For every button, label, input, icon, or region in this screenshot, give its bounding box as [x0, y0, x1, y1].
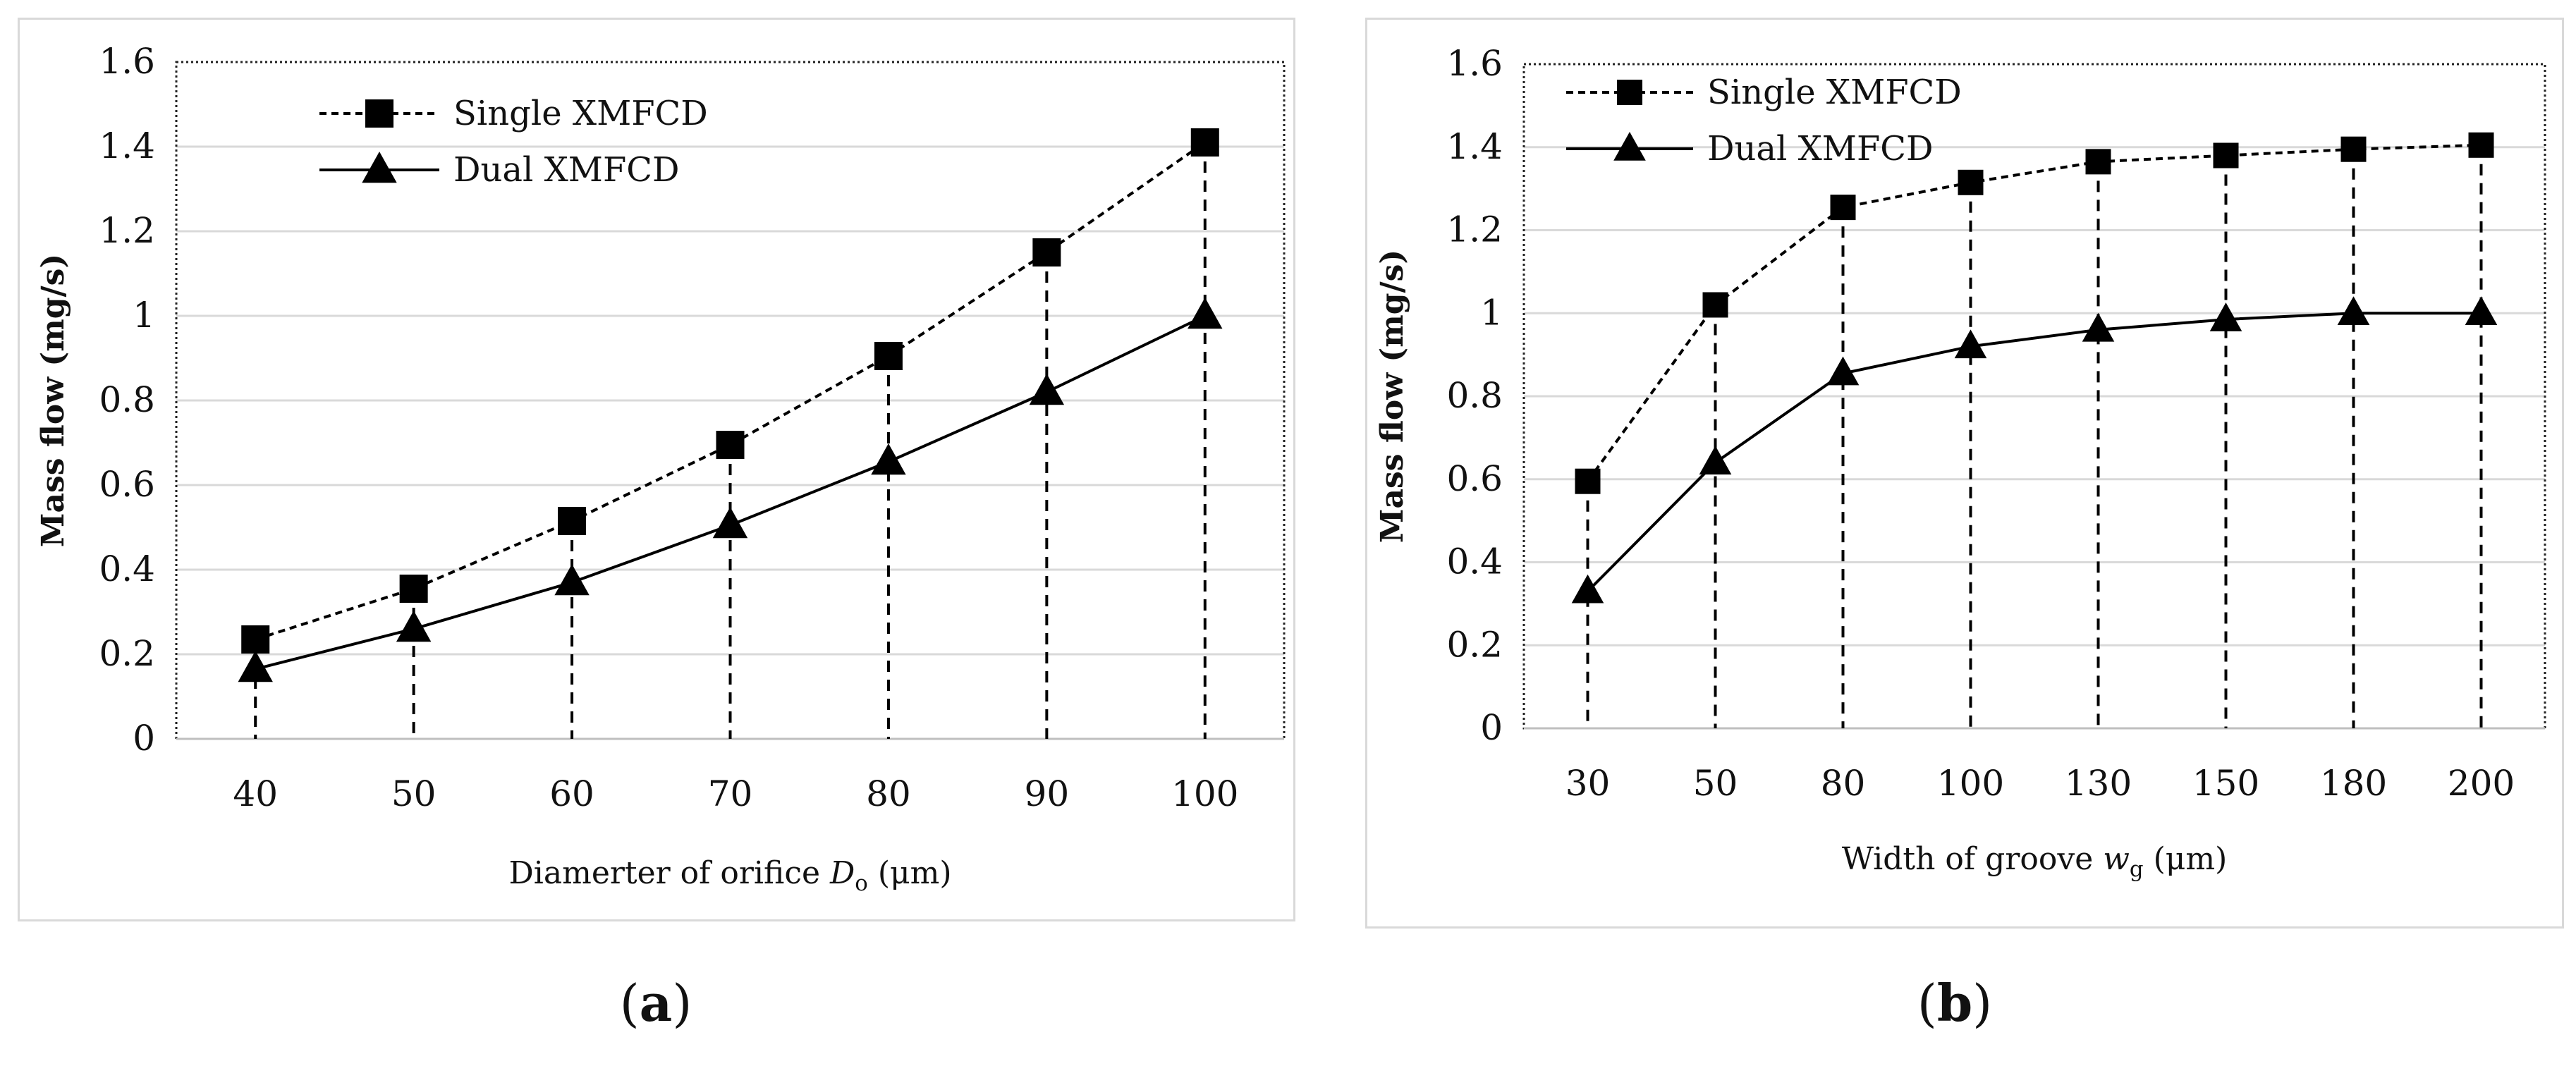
caption-b: (b)	[1849, 973, 2061, 1033]
y-axis-title: Mass flow (mg/s)	[1374, 250, 1410, 543]
data-point-dual-xmfcd	[1826, 356, 1860, 386]
data-point-single-xmfcd	[1032, 238, 1061, 266]
y-tick-label: 0.8	[1446, 375, 1503, 416]
x-tick-label: 60	[549, 773, 594, 814]
chart-panel-b: 0 0.2 0.4 0.6 0.8 1 1.2 1.4 1.6 30 50 80 100 130 150 18…	[1365, 18, 2564, 929]
data-point-single-xmfcd	[2213, 142, 2239, 169]
data-point-single-xmfcd	[1575, 468, 1601, 494]
x-tick-label: 200	[2448, 763, 2515, 804]
x-tick-label: 100	[1937, 763, 2004, 804]
legend-marker-square	[1617, 80, 1642, 105]
chart-a-svg: 0 0.2 0.4 0.6 0.8 1 1.2 1.4 1.6 40 50 60 70 80 90 100 Si…	[35, 41, 1286, 896]
y-tick-label: 1.6	[1446, 43, 1503, 84]
caption-letter: a	[639, 973, 673, 1033]
y-tick-label: 0	[1480, 707, 1503, 748]
x-tick-label: 40	[233, 773, 278, 814]
x-tick-label: 80	[866, 773, 911, 814]
caption-letter: b	[1936, 973, 1973, 1033]
y-tick-label: 0.2	[99, 633, 155, 674]
y-axis-title: Mass flow (mg/s)	[35, 254, 71, 547]
data-point-dual-xmfcd	[712, 507, 748, 539]
data-point-single-xmfcd	[399, 575, 428, 603]
series-line-dual	[1587, 312, 2482, 593]
y-tick-label: 0	[133, 718, 155, 759]
y-tick-label: 0.6	[99, 464, 155, 505]
y-tick-label: 0.8	[99, 379, 155, 420]
data-point-dual-xmfcd	[238, 651, 273, 682]
data-point-dual-xmfcd	[2337, 296, 2370, 326]
legend-label: Dual XMFCD	[1707, 129, 1933, 169]
x-axis-title: Width of groove wg (μm)	[1842, 841, 2228, 882]
data-point-dual-xmfcd	[1188, 298, 1223, 329]
x-tick-label: 80	[1821, 763, 1866, 804]
legend-marker-triangle	[362, 152, 397, 183]
y-tick-label: 0.4	[99, 549, 155, 589]
data-point-single-xmfcd	[1702, 292, 1728, 318]
data-point-dual-xmfcd	[1954, 329, 1987, 359]
data-point-single-xmfcd	[1830, 195, 1856, 221]
legend-marker-square	[365, 99, 393, 128]
y-tick-label: 1	[133, 295, 155, 336]
plot-area-border	[1522, 63, 2546, 730]
caption-b-text: (b)	[1917, 973, 1993, 1033]
data-point-single-xmfcd	[2468, 132, 2494, 158]
data-point-single-xmfcd	[2085, 149, 2111, 175]
data-point-dual-xmfcd	[2465, 296, 2498, 326]
caption-a-text: (a)	[619, 973, 692, 1033]
chart-b-svg: 0 0.2 0.4 0.6 0.8 1 1.2 1.4 1.6 30 50 80 100 130 150 18…	[1374, 43, 2546, 882]
x-tick-label: 50	[391, 773, 437, 814]
legend-label: Dual XMFCD	[453, 150, 679, 190]
data-point-single-xmfcd	[874, 342, 903, 370]
x-tick-label: 100	[1171, 773, 1238, 814]
x-tick-label: 150	[2192, 763, 2259, 804]
x-tick-label: 180	[2320, 763, 2387, 804]
y-tick-label: 1.2	[99, 210, 155, 251]
chart-panel-a: 0 0.2 0.4 0.6 0.8 1 1.2 1.4 1.6 40 50 60 70 80 90 100 Si…	[18, 18, 1295, 921]
data-point-single-xmfcd	[716, 431, 745, 459]
data-point-dual-xmfcd	[396, 611, 432, 642]
y-tick-label: 0.4	[1446, 541, 1503, 582]
data-point-dual-xmfcd	[1029, 374, 1065, 405]
x-tick-label: 90	[1025, 773, 1070, 814]
y-tick-label: 1	[1480, 292, 1503, 333]
legend-label: Single XMFCD	[1707, 73, 1962, 112]
data-point-single-xmfcd	[558, 507, 587, 535]
data-point-dual-xmfcd	[554, 564, 590, 596]
x-axis-title: Diamerter of orifice Do (μm)	[509, 855, 952, 896]
data-point-dual-xmfcd	[1699, 446, 1732, 474]
data-point-single-xmfcd	[241, 625, 270, 654]
y-tick-label: 0.6	[1446, 458, 1503, 499]
x-tick-label: 130	[2065, 763, 2132, 804]
y-tick-label: 1.2	[1446, 209, 1503, 250]
data-point-dual-xmfcd	[2209, 302, 2242, 331]
plot-area-border	[175, 61, 1286, 740]
legend-label: Single XMFCD	[453, 94, 708, 133]
y-tick-label: 1.4	[99, 125, 155, 166]
x-tick-label: 70	[708, 773, 753, 814]
series-line-single	[1586, 143, 2482, 482]
data-point-dual-xmfcd	[2082, 312, 2115, 342]
y-tick-label: 1.6	[99, 41, 155, 82]
x-tick-label: 50	[1693, 763, 1738, 804]
data-point-dual-xmfcd	[871, 443, 906, 475]
y-tick-label: 0.2	[1446, 624, 1503, 665]
legend-marker-triangle	[1613, 132, 1646, 161]
data-point-single-xmfcd	[2340, 136, 2367, 162]
data-point-single-xmfcd	[1190, 128, 1219, 157]
y-tick-label: 1.4	[1446, 126, 1503, 167]
x-tick-label: 30	[1565, 763, 1611, 804]
data-point-dual-xmfcd	[1571, 574, 1604, 604]
caption-a: (a)	[550, 973, 762, 1033]
data-point-single-xmfcd	[1958, 169, 1984, 195]
